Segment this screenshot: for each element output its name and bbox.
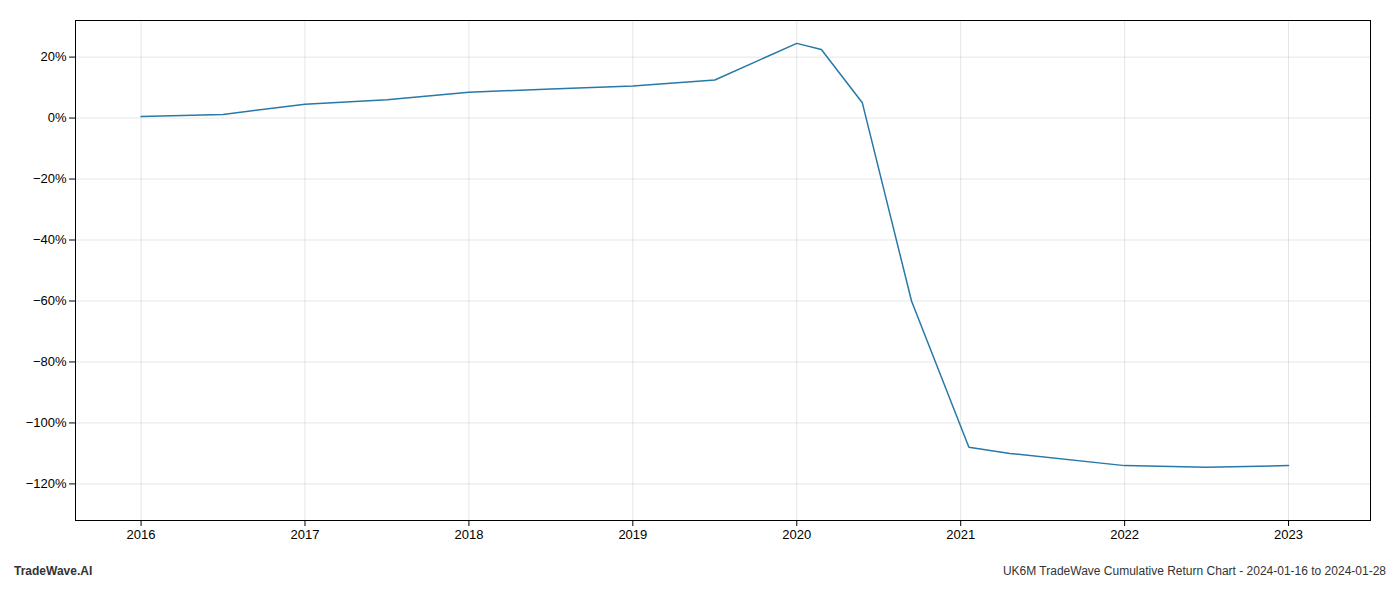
svg-text:20%: 20%	[40, 49, 66, 64]
svg-text:2019: 2019	[618, 527, 647, 542]
svg-text:2016: 2016	[127, 527, 156, 542]
svg-text:−20%: −20%	[33, 171, 67, 186]
svg-text:0%: 0%	[48, 110, 67, 125]
svg-text:−60%: −60%	[33, 293, 67, 308]
svg-text:2023: 2023	[1274, 527, 1303, 542]
svg-text:2022: 2022	[1110, 527, 1139, 542]
svg-text:−40%: −40%	[33, 232, 67, 247]
svg-text:−80%: −80%	[33, 354, 67, 369]
svg-text:2021: 2021	[946, 527, 975, 542]
svg-text:2020: 2020	[782, 527, 811, 542]
svg-text:−100%: −100%	[26, 415, 67, 430]
svg-text:−120%: −120%	[26, 476, 67, 491]
svg-text:2018: 2018	[454, 527, 483, 542]
html-text:UK6M TradeWave Cumulative Retu: UK6M TradeWave Cumulative Return Chart -…	[1002, 564, 1386, 578]
html-text:TradeWave.AI: TradeWave.AI	[14, 564, 93, 578]
svg-text:2017: 2017	[291, 527, 320, 542]
